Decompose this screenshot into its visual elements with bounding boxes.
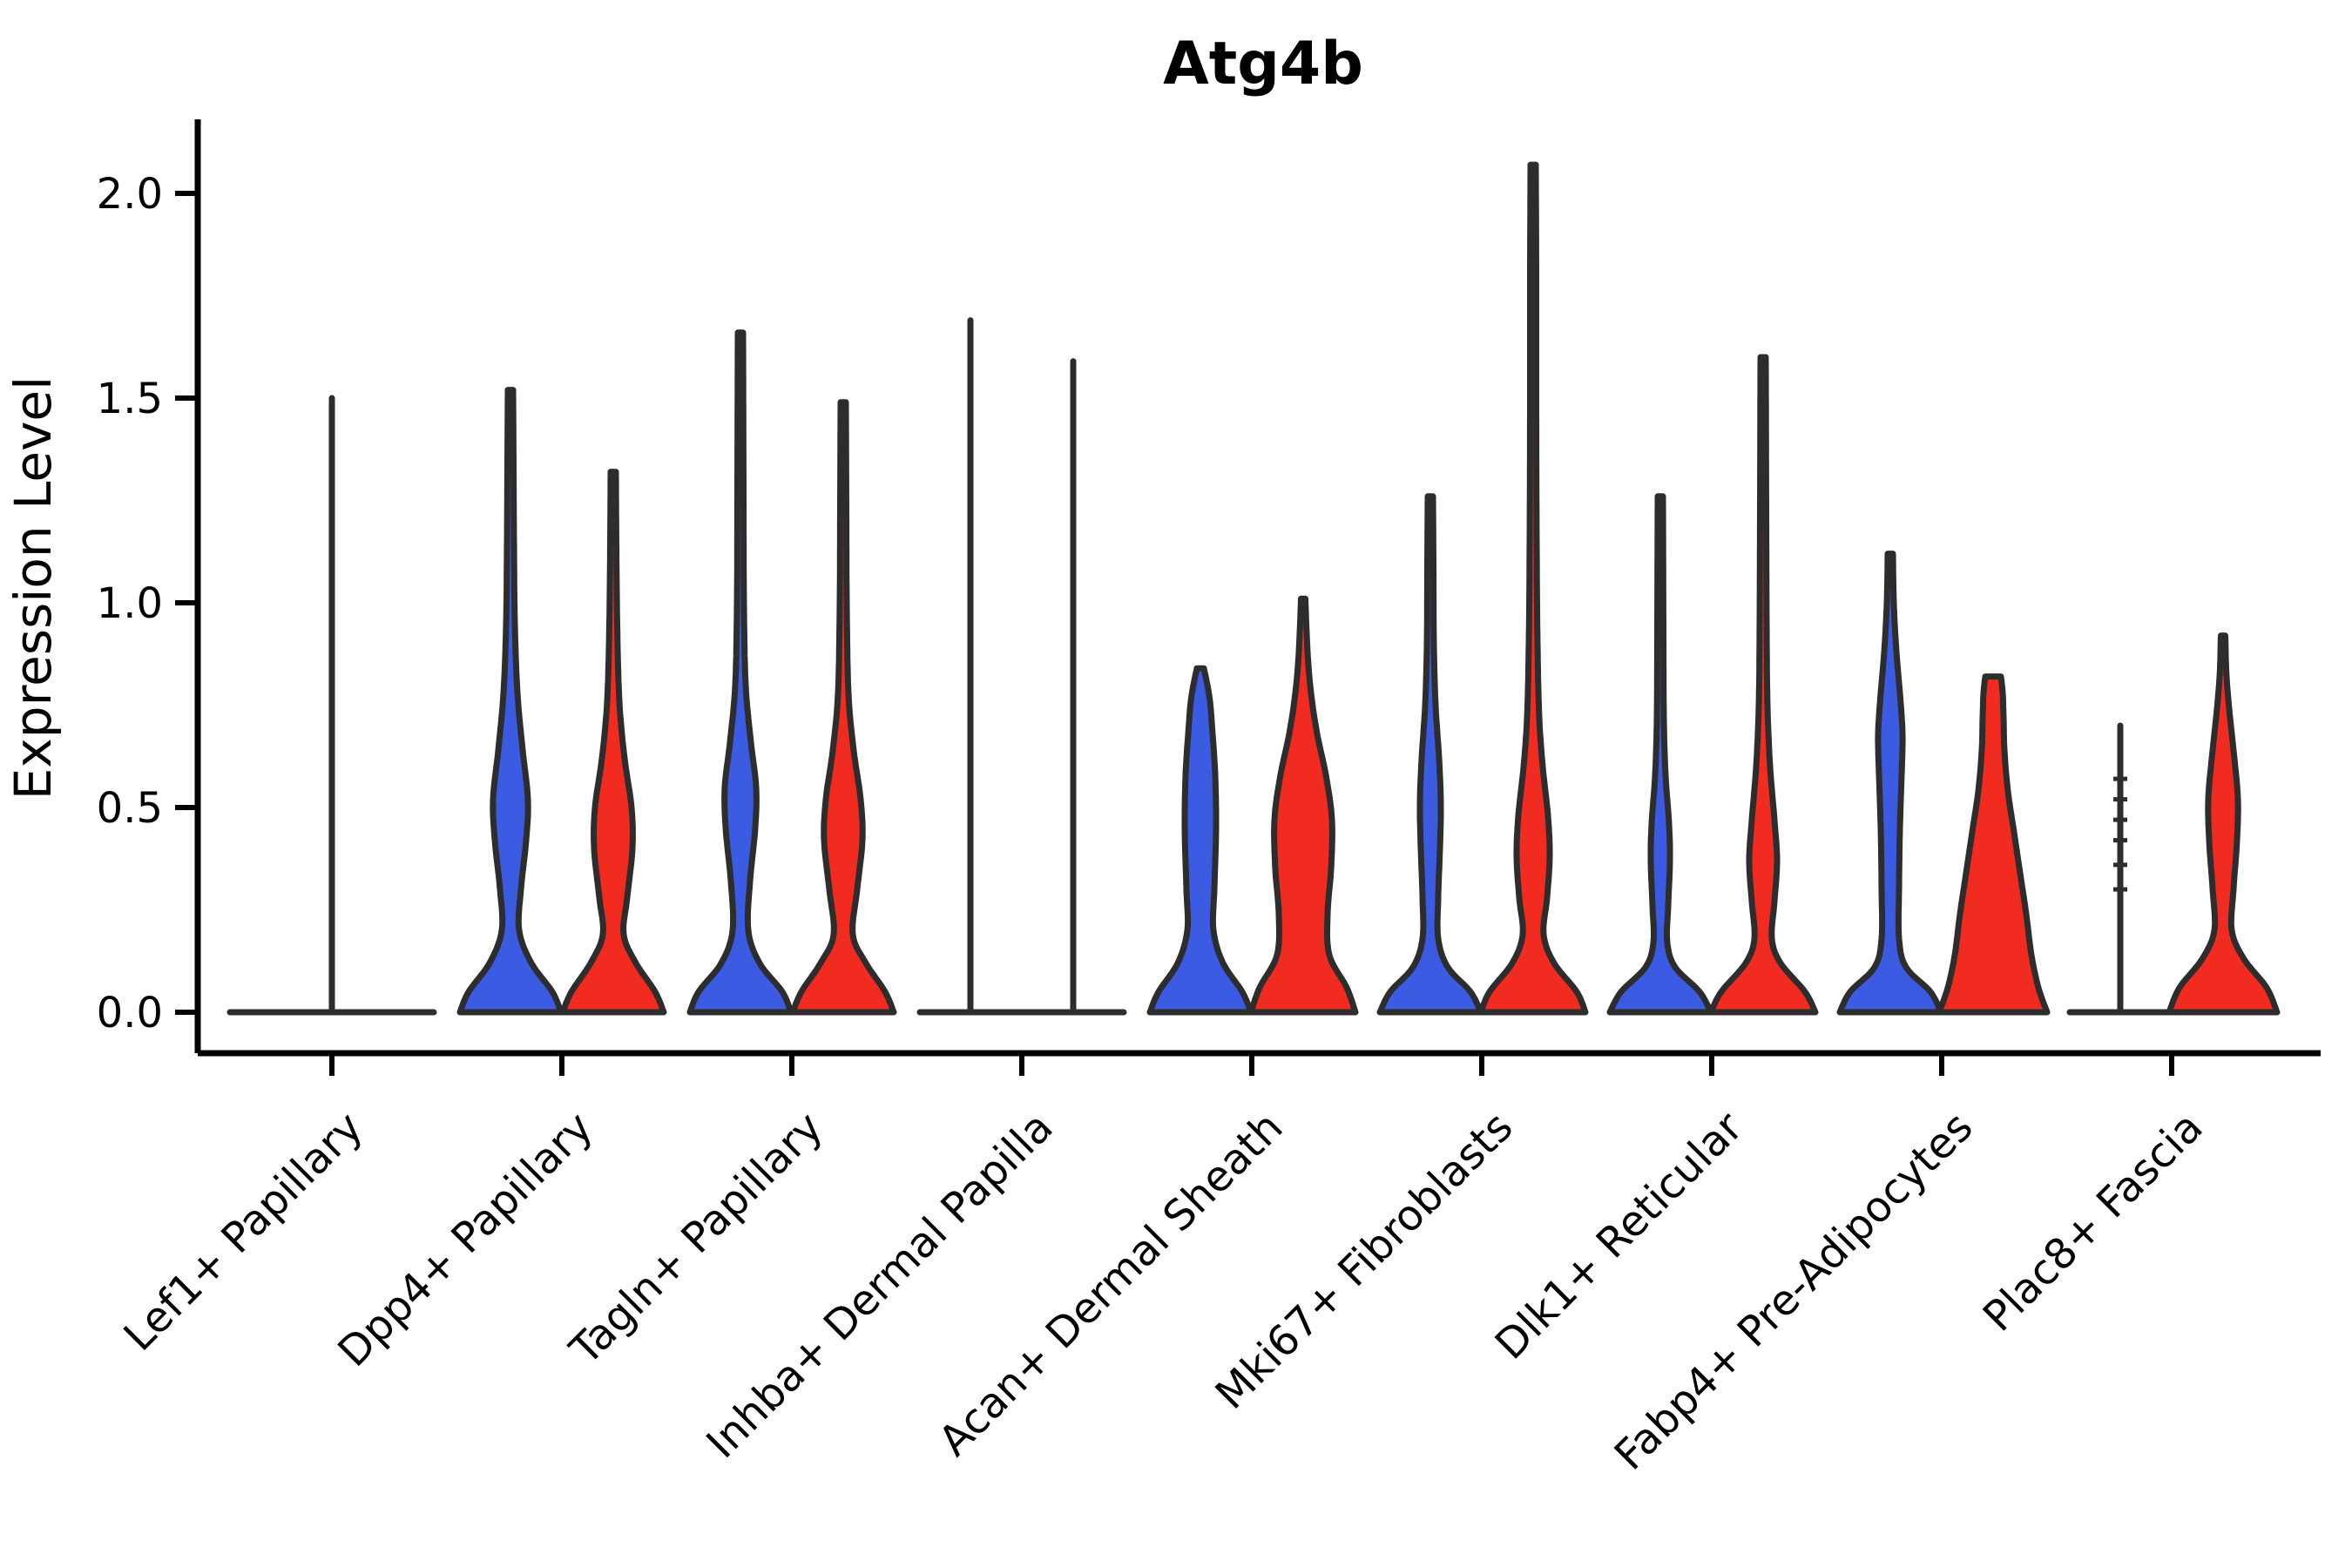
y-tick-labels: 0.0 0.5 1.0 1.5 2.0 [97, 170, 198, 1037]
violins-layer [226, 161, 2281, 1016]
axes [194, 119, 2321, 1057]
x-tick-label: Dpp4+ Papillary [328, 1103, 602, 1376]
y-tick-label: 1.0 [97, 579, 163, 628]
y-tick-label: 1.5 [97, 375, 163, 423]
violin-red-cat2 [789, 399, 897, 1016]
violin-blue-cat1 [456, 387, 564, 1016]
violin-blue-cat4 [1146, 665, 1254, 1016]
y-axis-label: Expression Level [3, 376, 63, 800]
x-tick-label: Lef1+ Papillary [115, 1103, 373, 1361]
violin-red-cat8 [2166, 632, 2281, 1016]
y-tick-label: 0.5 [97, 784, 163, 833]
violin-red-cat7 [1936, 673, 2051, 1016]
violin-blue-cat6 [1606, 493, 1714, 1016]
violin-red-cat1 [559, 469, 667, 1016]
violin-blue-cat7 [1836, 551, 1944, 1016]
violin-blue-cat2 [686, 329, 794, 1016]
violin-blue-cat5 [1376, 493, 1484, 1016]
x-tick-label: Tagln+ Papillary [560, 1103, 832, 1375]
violin-red-cat5 [1477, 161, 1589, 1016]
violin-red-cat6 [1707, 354, 1819, 1016]
y-tick-label: 0.0 [97, 989, 163, 1037]
x-tick-label: Dlk1+ Reticular [1486, 1103, 1753, 1369]
violin-red-cat4 [1247, 595, 1359, 1016]
chart-title: Atg4b [1163, 30, 1363, 98]
x-tick-label: Plac8+ Fascia [1974, 1103, 2213, 1342]
y-tick-label: 2.0 [97, 170, 163, 219]
